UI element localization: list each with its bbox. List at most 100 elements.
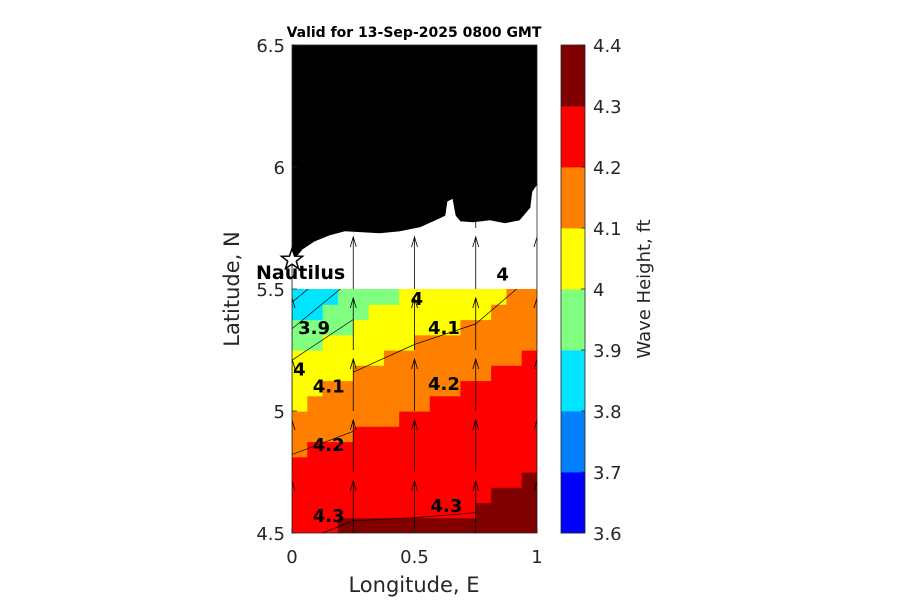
contour-cell [414,502,431,519]
contour-cell [353,426,370,443]
contour-cell [322,319,339,336]
contour-cell [292,502,308,519]
contour-cell [506,304,523,321]
contour-cell [307,456,324,473]
contour-cell [445,472,461,488]
contour-cell [445,319,461,336]
contour-fill-layer [292,289,537,533]
contour-cell [399,487,416,504]
y-tick-label: 6.5 [256,36,285,57]
contour-cell [307,517,324,533]
arrow-head [292,479,296,492]
contour-cell [506,350,523,366]
contour-cell [429,472,446,488]
contour-cell [353,395,370,412]
colorbar-tick-label: 4.1 [593,219,622,240]
contour-cell [429,411,446,427]
contour-cell [292,380,308,397]
contour-cell [353,365,370,382]
contour-cell [368,395,385,412]
contour-cell [414,441,431,458]
contour-cell [307,487,324,504]
colorbar-tick-label: 3.6 [593,524,622,545]
contour-cell [337,334,354,351]
contour-cell [292,334,308,351]
contour-cell [399,289,416,305]
contour-cell [399,472,416,488]
contour-cell [521,441,537,458]
contour-cell [445,334,461,351]
contour-cell [521,426,537,443]
contour-cell [460,334,477,351]
wave-arrow [533,418,537,472]
contour-cell [292,517,308,533]
contour-cell [491,502,507,519]
colorbar: 3.6 3.7 3.8 3.9 4 4.1 4.2 4.3 4.4 [560,36,622,545]
contour-line [292,349,308,361]
contour-cell [414,304,431,321]
contour-label: 4.2 [428,374,460,395]
contour-cell [475,487,492,504]
contour-cell [307,304,324,321]
wave-arrow [533,357,537,411]
contour-cell [445,517,461,533]
wave-arrow [472,296,480,350]
contour-cell [399,441,416,458]
contour-cell [414,365,431,382]
contour-cell [353,411,370,427]
contour-label: 4 [496,264,509,285]
contour-cell [292,411,308,427]
arrow-head [292,235,296,248]
contour-cell [383,334,400,351]
contour-label: 4.1 [313,377,345,398]
contour-cell [337,304,354,321]
contour-cell [445,289,461,305]
contour-cell [414,319,431,336]
contour-cell [429,502,446,519]
contour-label: 3.9 [298,318,330,339]
coastline [292,185,537,259]
contour-cell [429,395,446,412]
contour-cell [475,395,492,412]
wave-arrow [349,357,357,411]
contour-cell [383,487,400,504]
arrow-head [472,418,480,431]
contour-cell [414,289,431,305]
contour-cell [322,517,339,533]
contour-cell [337,350,354,366]
colorbar-label: Wave Height, ft [634,219,655,358]
contour-cell [445,487,461,504]
contour-cell [460,350,477,366]
contour-line [322,520,354,533]
contour-cell [292,319,308,336]
contour-cell [307,350,324,366]
colorbar-tick-label: 4 [593,280,604,301]
wave-arrow [411,357,418,411]
contour-cell [429,304,446,321]
contour-cell [353,472,370,488]
contour-cell [429,350,446,366]
contour-cell [460,426,477,443]
x-tick-label: 0.5 [400,547,429,568]
contour-cell [475,365,492,382]
wave-arrow [472,357,480,411]
arrow-head [349,296,357,309]
y-tick-label: 6 [274,158,285,179]
contour-cell [337,502,354,519]
x-tick-label: 1 [531,547,542,568]
contour-cell [521,319,537,336]
contour-cell [491,441,507,458]
contour-cell [475,334,492,351]
contour-cell [475,472,492,488]
contour-cell [383,502,400,519]
x-axis-label: Longitude, E [348,573,479,597]
contour-cell [506,289,523,305]
contour-cell [460,517,477,533]
arrow-head [411,418,418,431]
wave-arrow [349,235,357,289]
contour-cell [414,395,431,412]
contour-line [292,288,309,303]
arrow-head [292,357,296,370]
x-tick-label: 0 [286,547,297,568]
